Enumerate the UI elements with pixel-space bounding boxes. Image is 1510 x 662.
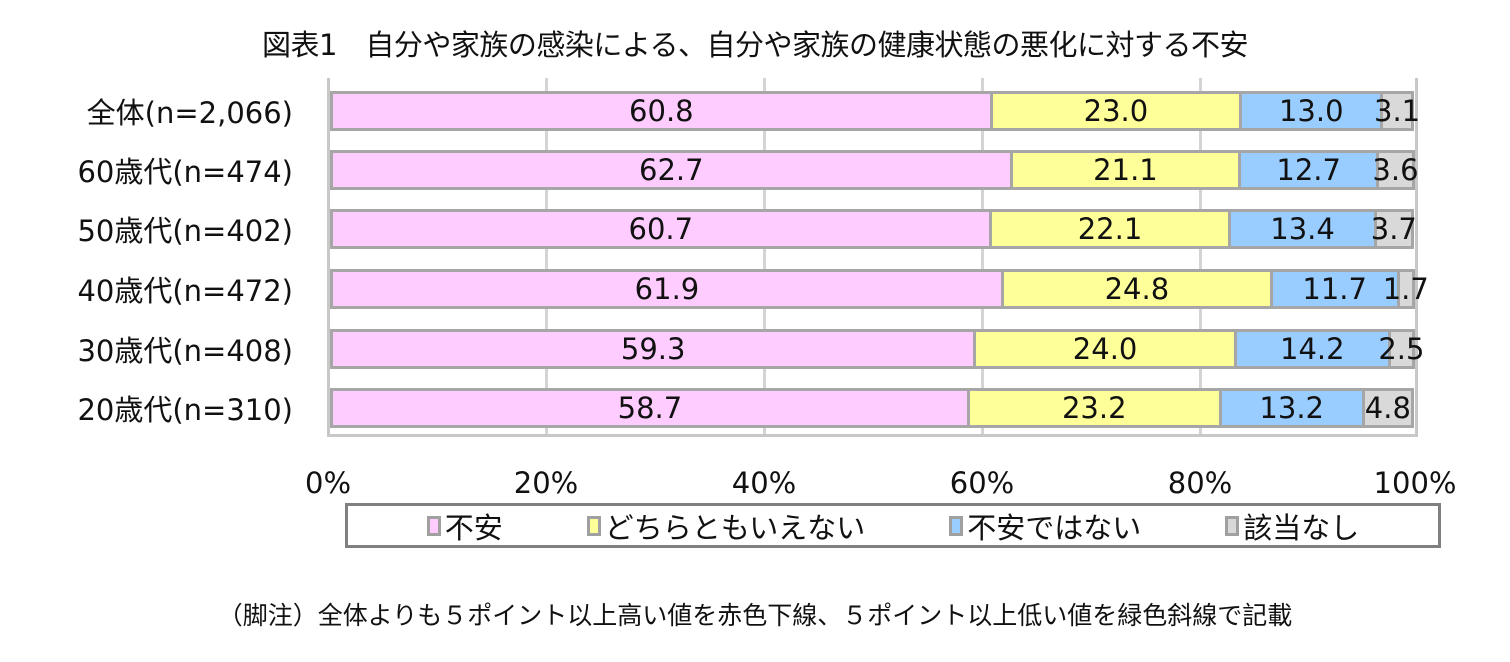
category-label: 60歳代(n=474): [77, 155, 293, 189]
bar-segment: 4.8: [1361, 388, 1414, 428]
data-label: 14.2: [1280, 332, 1345, 366]
x-tick: 40%: [731, 466, 797, 500]
chart-title: 図表1 自分や家族の感染による、自分や家族の健康状態の悪化に対する不安: [261, 28, 1249, 62]
bar-row: 60.7 22.1 13.4 3.7: [330, 209, 1417, 249]
legend-swatch-icon: [426, 515, 441, 536]
data-label: 11.7: [1302, 272, 1367, 306]
bar-segment: 13.0: [1239, 91, 1381, 131]
bar-segment: 24.8: [1000, 269, 1270, 309]
legend-label: どちらともいえない: [604, 510, 866, 545]
data-label: 24.8: [1104, 272, 1170, 306]
category-label: 全体(n=2,066): [86, 96, 293, 130]
category-label: 20歳代(n=310): [77, 393, 293, 427]
data-label: 3.6: [1372, 153, 1419, 187]
legend-label: 不安ではない: [967, 510, 1142, 545]
bar-segment: 13.2: [1218, 388, 1362, 428]
data-label: 13.2: [1259, 391, 1325, 425]
bar-segment: 3.1: [1374, 91, 1420, 131]
bar-segment: 61.9: [330, 269, 1001, 309]
x-tick: 0%: [304, 466, 352, 500]
gridline-20: [545, 78, 548, 434]
data-label: 62.7: [639, 153, 704, 187]
data-label: 3.1: [1374, 94, 1421, 128]
legend-label: 不安: [444, 510, 503, 545]
bar-segment: 24.0: [973, 329, 1234, 369]
legend-swatch-icon: [586, 515, 601, 536]
bar-segment: 23.2: [966, 388, 1219, 428]
bar-segment: 11.7: [1269, 269, 1397, 309]
category-label: 50歳代(n=402): [77, 214, 293, 248]
legend-swatch-icon: [949, 515, 964, 536]
data-label: 60.7: [628, 212, 694, 246]
bar-segment: 62.7: [330, 150, 1010, 190]
x-tick: 100%: [1373, 466, 1457, 500]
bar-segment: 58.7: [330, 388, 967, 428]
x-tick: 80%: [1167, 466, 1233, 500]
data-label: 61.9: [634, 272, 700, 306]
data-label: 23.2: [1061, 391, 1127, 425]
bar-row: 58.7 23.2 13.2 4.8: [330, 388, 1415, 428]
bar-segment: 60.7: [330, 209, 989, 249]
legend: 不安 どちらともいえない 不安ではない 該当なし: [345, 503, 1441, 548]
legend-item-anxious: 不安: [426, 505, 503, 547]
data-label: 12.7: [1276, 153, 1341, 187]
legend-item-na: 該当なし: [1225, 505, 1359, 547]
category-label: 30歳代(n=408): [77, 334, 293, 368]
bar-row: 59.3 24.0 14.2 2.5: [330, 329, 1424, 369]
bar-segment: 14.2: [1233, 329, 1388, 369]
bar-row: 60.8 23.0 13.0 3.1: [330, 91, 1420, 131]
data-label: 3.7: [1370, 212, 1417, 246]
data-label: 22.1: [1077, 212, 1143, 246]
bar-row: 61.9 24.8 11.7 1.7: [330, 269, 1429, 309]
x-tick: 20%: [513, 466, 579, 500]
bar-row: 62.7 21.1 12.7 3.6: [330, 150, 1419, 190]
data-label: 1.7: [1382, 272, 1429, 306]
data-label: 2.5: [1378, 332, 1425, 366]
bar-segment: 3.6: [1372, 150, 1419, 190]
data-label: 21.1: [1093, 153, 1158, 187]
legend-item-not-anxious: 不安ではない: [949, 505, 1141, 547]
legend-item-neutral: どちらともいえない: [586, 505, 866, 547]
legend-label: 該当なし: [1243, 510, 1360, 545]
gridline-80: [1199, 78, 1202, 434]
x-tick: 60%: [949, 466, 1015, 500]
legend-swatch-icon: [1225, 515, 1240, 536]
bar-segment: 3.7: [1370, 209, 1417, 249]
bar-segment: 21.1: [1009, 150, 1239, 190]
data-label: 4.8: [1364, 391, 1411, 425]
data-label: 59.3: [620, 332, 686, 366]
bar-segment: 23.0: [989, 91, 1240, 131]
bar-segment: 59.3: [330, 329, 974, 369]
gridline-60: [981, 78, 984, 434]
data-label: 23.0: [1083, 94, 1149, 128]
data-label: 58.7: [617, 391, 683, 425]
data-label: 60.8: [629, 94, 694, 128]
data-label: 24.0: [1072, 332, 1138, 366]
data-label: 13.4: [1270, 212, 1335, 246]
gridline-40: [763, 78, 766, 434]
bar-segment: 12.7: [1238, 150, 1376, 190]
bar-segment: 60.8: [330, 91, 990, 131]
bar-segment: 22.1: [988, 209, 1229, 249]
footnote: （脚注）全体よりも５ポイント以上高い値を赤色下線、５ポイント以上低い値を緑色斜線…: [217, 601, 1293, 630]
category-label: 40歳代(n=472): [77, 274, 293, 308]
bar-segment: 2.5: [1378, 329, 1424, 369]
plot-area: 60.8 23.0 13.0 3.1 62.7 21.1 12.7 3.6 60.7 22.1…: [327, 78, 1429, 437]
bar-segment: 13.4: [1228, 209, 1374, 249]
bar-segment: 1.7: [1383, 269, 1429, 309]
data-label: 13.0: [1278, 94, 1344, 128]
